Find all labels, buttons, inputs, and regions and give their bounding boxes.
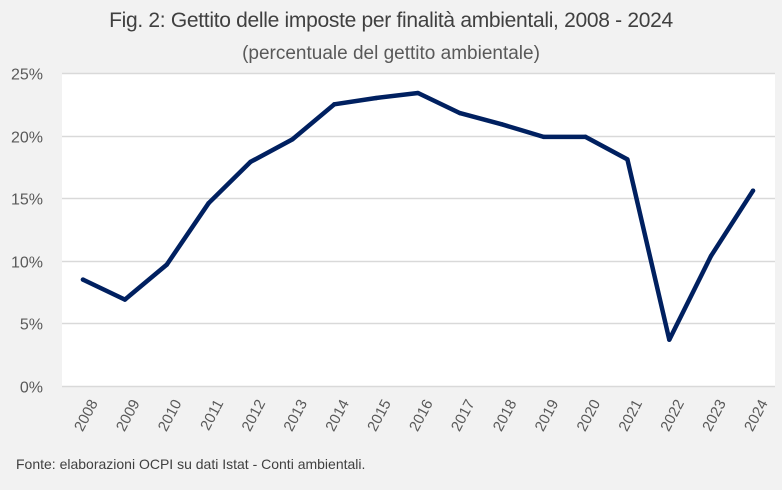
data-point	[457, 110, 463, 116]
data-point	[583, 134, 588, 140]
gridlines	[62, 72, 775, 388]
x-tick-label: 2023	[699, 397, 730, 434]
x-axis-ticks: 2008 2009 2010 2011 2012 2013 2014 2015 2016 2017…	[71, 397, 772, 434]
y-tick-label: 0%	[20, 380, 43, 397]
x-tick-label: 2016	[406, 397, 437, 434]
y-tick-label: 5%	[20, 317, 43, 334]
x-tick-label: 2024	[741, 397, 772, 434]
data-point	[248, 159, 253, 165]
plot-area	[62, 73, 775, 387]
data-point	[80, 277, 86, 282]
data-point	[667, 337, 672, 342]
source-note: Fonte: elaborazioni OCPI su dati Istat -…	[16, 456, 366, 472]
data-point	[290, 137, 295, 142]
chart-subtitle: (percentuale del gettito ambientale)	[242, 43, 540, 64]
data-point	[415, 90, 421, 96]
x-tick-label: 2022	[657, 397, 688, 434]
data-point	[541, 134, 546, 140]
x-tick-label: 2015	[364, 397, 395, 434]
x-tick-label: 2021	[615, 397, 646, 434]
x-tick-label: 2010	[155, 397, 186, 434]
data-point	[206, 201, 211, 206]
data-point	[625, 157, 630, 162]
y-tick-label: 10%	[11, 255, 43, 272]
y-tick-label: 25%	[11, 67, 43, 84]
x-tick-label: 2017	[448, 397, 479, 434]
x-tick-label: 2020	[574, 397, 605, 434]
x-tick-label: 2012	[239, 397, 270, 434]
data-point	[122, 297, 128, 302]
x-tick-label: 2013	[280, 397, 311, 434]
x-tick-label: 2008	[71, 397, 102, 434]
x-tick-label: 2011	[197, 397, 227, 433]
data-point	[499, 122, 504, 127]
y-tick-label: 15%	[11, 192, 43, 209]
data-point	[373, 95, 379, 101]
data-point	[332, 102, 337, 107]
x-tick-label: 2018	[490, 397, 521, 434]
chart-title: Fig. 2: Gettito delle imposte per finali…	[109, 9, 673, 32]
y-tick-label: 20%	[11, 130, 43, 147]
series-group	[80, 90, 756, 342]
data-point	[750, 188, 756, 193]
x-tick-label: 2014	[322, 397, 353, 434]
data-point	[708, 253, 714, 258]
y-axis-ticks: 0% 5% 10% 15% 20% 25%	[11, 67, 43, 397]
x-tick-label: 2009	[113, 397, 144, 434]
data-point	[164, 262, 169, 267]
x-tick-label: 2019	[532, 397, 563, 434]
